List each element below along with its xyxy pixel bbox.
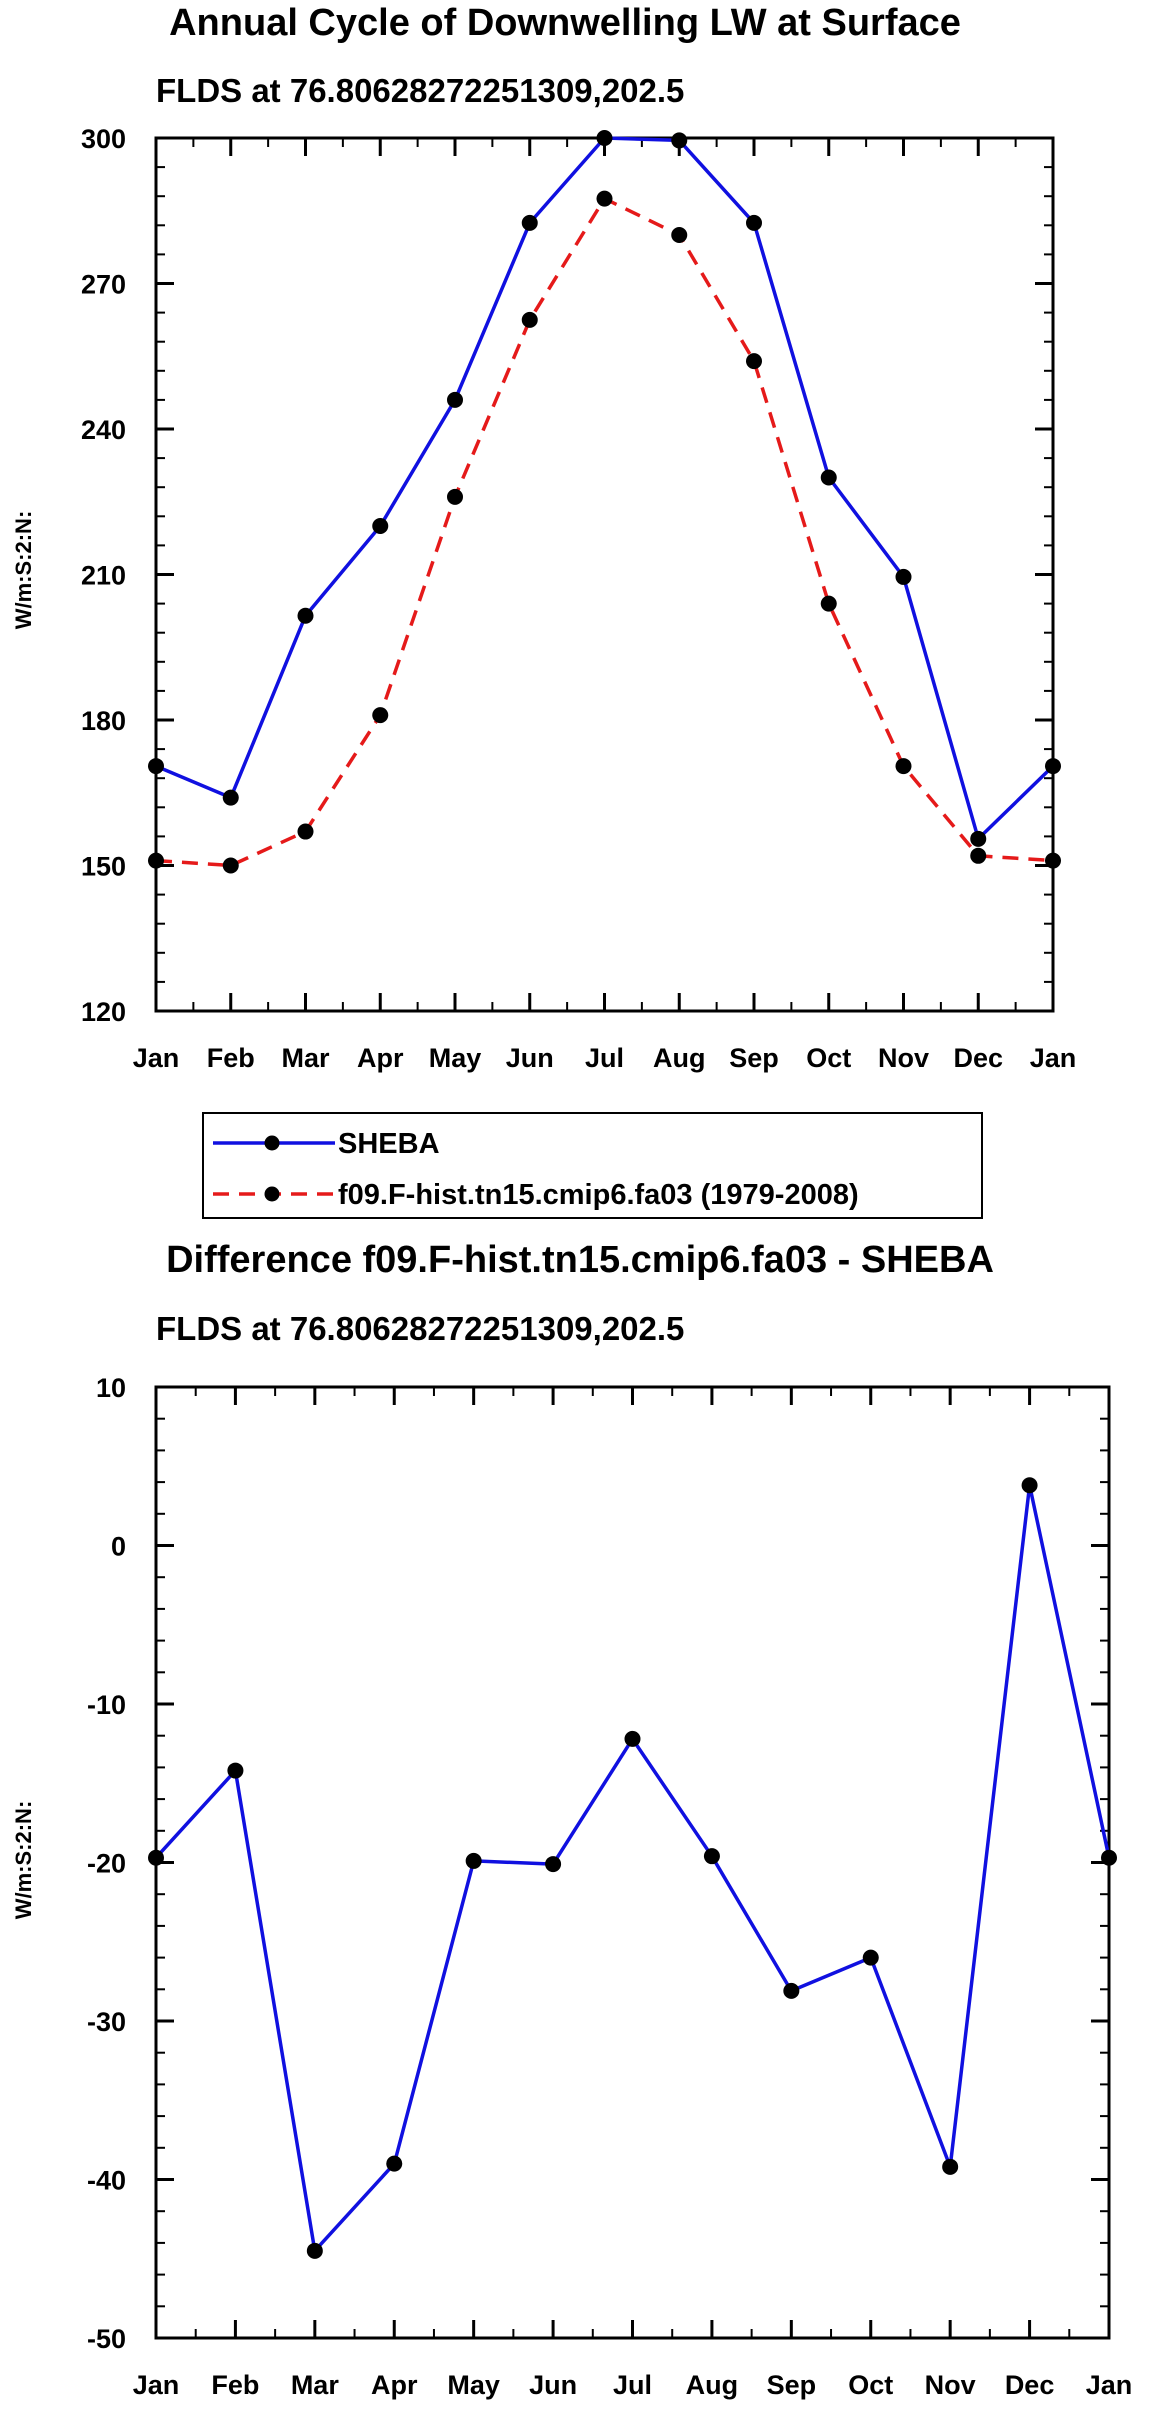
chart1-x-tick-label: Jan — [133, 1043, 180, 1073]
chart2-data-point — [465, 1852, 482, 1869]
chart2-x-tick-label: Mar — [291, 2370, 340, 2400]
legend-model-marker — [264, 1186, 280, 1202]
chart1-data-point — [1045, 758, 1061, 775]
chart1-data-point — [671, 132, 688, 149]
chart2-title: Difference f09.F-hist.tn15.cmip6.fa03 - … — [166, 1239, 994, 1281]
chart2-x-tick-label: Jan — [1086, 2370, 1133, 2400]
chart2-x-tick-label: Oct — [848, 2370, 893, 2400]
chart2-data-point — [783, 1982, 800, 1999]
chart2-x-tick-label: Dec — [1005, 2370, 1055, 2400]
chart2-x-tick-label: Feb — [211, 2370, 259, 2400]
chart1-y-tick-label: 270 — [81, 270, 126, 300]
chart2-data-point — [227, 1762, 244, 1779]
chart1-series-line-sheba — [155, 136, 1055, 841]
chart2-y-axis-label: W/m:S:2:N: — [11, 1801, 36, 1920]
chart1-data-point — [970, 830, 987, 847]
chart2-y-tick-label: -10 — [87, 1690, 126, 1720]
chart2-x-tick-label: May — [447, 2370, 500, 2400]
chart1-data-point — [970, 847, 987, 864]
legend-sheba-label: SHEBA — [338, 1128, 440, 1160]
chart1-x-tick-label: Jan — [1030, 1043, 1077, 1073]
chart1-x-tick-label: Jul — [585, 1043, 624, 1073]
chart1-y-tick-label: 210 — [81, 561, 126, 591]
chart1-data-point — [820, 595, 837, 612]
chart2-y-tick-label: 0 — [111, 1532, 126, 1562]
chart1-x-tick-label: Aug — [653, 1043, 705, 1073]
chart1-y-tick-label: 300 — [81, 124, 126, 154]
chart1-x-tick-label: Oct — [806, 1043, 851, 1073]
chart1-x-tick-label: Dec — [953, 1043, 1003, 1073]
chart1-x-tick-label: Sep — [729, 1043, 779, 1073]
difference-chart: Difference f09.F-hist.tn15.cmip6.fa03 - … — [11, 1239, 1132, 2400]
chart1-data-point — [746, 214, 762, 231]
chart2-x-tick-label: Nov — [925, 2370, 976, 2400]
chart2-data-point — [386, 2155, 403, 2172]
chart1-x-tick-label: Nov — [878, 1043, 929, 1073]
chart1-data-point — [447, 391, 463, 408]
chart2-data-point — [862, 1949, 879, 1966]
chart1-data-point — [521, 214, 538, 231]
chart1-subtitle: FLDS at 76.80628272251309,202.5 — [156, 72, 684, 109]
chart1-data-point — [447, 488, 463, 505]
chart1-x-tick-label: May — [429, 1043, 482, 1073]
chart2-data-point — [148, 1849, 164, 1866]
chart2-x-tick-label: Jul — [613, 2370, 652, 2400]
chart2-x-tick-label: Sep — [767, 2370, 817, 2400]
chart1-data-point — [895, 568, 912, 585]
chart2-data-point — [624, 1730, 641, 1747]
legend-sheba-marker — [264, 1135, 280, 1151]
chart2-series-line-sheba — [154, 1483, 1111, 2253]
legend-frame — [202, 1112, 983, 1219]
chart1-data-point — [222, 789, 239, 806]
chart2-y-tick-label: 10 — [96, 1373, 126, 1403]
chart1-data-point — [372, 707, 389, 724]
chart1-x-tick-label: Apr — [357, 1043, 404, 1073]
chart1-x-tick-label: Feb — [207, 1043, 255, 1073]
chart1-data-point — [297, 823, 314, 840]
chart1-data-point — [297, 607, 314, 624]
chart1-plot-frame — [154, 136, 1055, 1013]
legend: SHEBA f09.F-hist.tn15.cmip6.fa03 (1979-2… — [202, 1112, 983, 1219]
chart1-y-tick-label: 120 — [81, 997, 126, 1027]
chart2-data-point — [306, 2242, 323, 2259]
chart2-data-point — [1021, 1477, 1038, 1494]
chart2-x-tick-label: Jan — [133, 2370, 180, 2400]
chart2-data-point — [545, 1856, 562, 1873]
chart2-data-point — [1101, 1849, 1117, 1866]
chart1-data-point — [148, 758, 164, 775]
chart2-x-tick-label: Aug — [686, 2370, 738, 2400]
chart1-data-point — [596, 130, 613, 146]
chart1-data-point — [222, 857, 239, 874]
chart2-y-tick-label: -30 — [87, 2007, 126, 2037]
chart2-y-tick-label: -20 — [87, 1849, 126, 1879]
legend-model-label: f09.F-hist.tn15.cmip6.fa03 (1979-2008) — [338, 1179, 859, 1211]
chart1-data-point — [372, 518, 389, 534]
chart2-y-tick-label: -50 — [87, 2324, 126, 2354]
chart2-x-tick-label: Apr — [371, 2370, 418, 2400]
chart2-subtitle: FLDS at 76.80628272251309,202.5 — [156, 1310, 684, 1347]
chart1-title: Annual Cycle of Downwelling LW at Surfac… — [169, 2, 961, 44]
chart1-data-point — [596, 190, 613, 207]
chart1-data-point — [1045, 852, 1061, 869]
chart1-x-tick-label: Mar — [281, 1043, 330, 1073]
chart1-y-axis-label: W/m:S:2:N: — [11, 511, 36, 630]
chart1-data-point — [521, 311, 538, 328]
chart2-plot-frame — [154, 1385, 1111, 2340]
chart2-data-point — [942, 2158, 959, 2175]
chart1-y-tick-label: 240 — [81, 415, 126, 445]
chart1-data-point — [895, 758, 912, 775]
chart1-series-line-model — [155, 196, 1054, 868]
chart1-data-point — [148, 852, 164, 869]
chart1-data-point — [671, 227, 688, 243]
annual-cycle-chart: Annual Cycle of Downwelling LW at Surfac… — [11, 2, 1076, 1073]
chart1-data-point — [746, 353, 762, 370]
chart1-y-tick-label: 180 — [81, 706, 126, 736]
chart1-y-tick-label: 150 — [81, 852, 126, 882]
chart1-x-tick-label: Jun — [506, 1043, 554, 1073]
chart2-x-tick-label: Jun — [529, 2370, 577, 2400]
chart2-y-tick-label: -40 — [87, 2166, 126, 2196]
chart1-data-point — [820, 469, 837, 486]
chart2-data-point — [703, 1848, 720, 1865]
